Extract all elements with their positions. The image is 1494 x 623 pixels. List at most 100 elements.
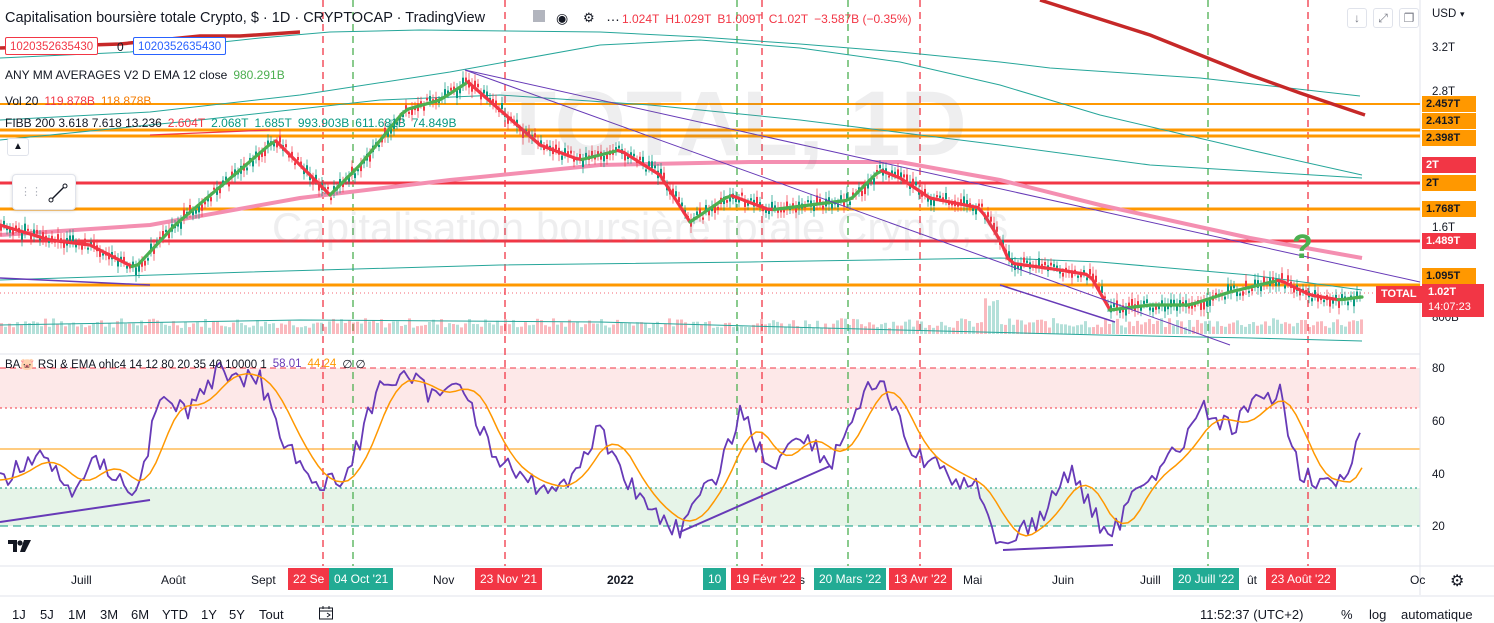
arrow-down-icon[interactable]: ↓ — [1347, 8, 1367, 28]
currency-label[interactable]: USD — [1432, 8, 1457, 20]
candle-body — [699, 208, 701, 216]
range-button[interactable]: YTD — [162, 607, 188, 622]
legend-fibb-v3: 1.685T — [254, 116, 292, 130]
candle-body — [840, 195, 842, 200]
candle-body — [1143, 300, 1145, 304]
restore-icon[interactable]: ❐ — [1399, 8, 1419, 28]
current-price-box: 1.02T 14:07:23 — [1422, 284, 1484, 317]
volume-bar — [1276, 319, 1279, 334]
time-event-pill: 04 Oct '21 — [329, 568, 394, 590]
candle-body — [846, 193, 848, 201]
volume-bar — [876, 327, 879, 334]
volume-bar — [1112, 321, 1115, 334]
candle-body — [975, 208, 977, 215]
axis-settings-icon[interactable]: ⚙ — [1450, 573, 1465, 590]
volume-bar — [848, 324, 851, 334]
volume-bar — [320, 322, 323, 334]
volume-bar — [656, 321, 659, 334]
candle-body — [147, 258, 149, 261]
candle-body — [1227, 284, 1229, 292]
candle-body — [501, 103, 503, 110]
volume-bar — [160, 322, 163, 334]
candle-body — [1023, 257, 1025, 263]
currency-chevron-icon[interactable]: ▾ — [1460, 9, 1465, 19]
volume-bar — [84, 327, 87, 334]
volume-bar — [340, 319, 343, 334]
volume-bar — [1168, 318, 1171, 334]
eye-icon[interactable]: ◉ — [556, 10, 569, 26]
volume-bar — [452, 323, 455, 334]
volume-bar — [188, 327, 191, 334]
candle-body — [267, 140, 269, 148]
volume-bar — [708, 321, 711, 334]
date-range-icon[interactable] — [318, 605, 334, 621]
legend-vol[interactable]: Vol 20 119.878B 118.878B — [5, 94, 151, 108]
range-button[interactable]: 3M — [100, 607, 119, 622]
candle-body — [987, 212, 989, 217]
tradingview-logo[interactable] — [6, 536, 34, 554]
auto-toggle[interactable]: automatique — [1401, 607, 1473, 622]
candle-body — [297, 157, 299, 161]
legend-rsi-value3: ∅ ∅ — [342, 359, 366, 371]
clock-timezone[interactable]: 11:52:37 (UTC+2) — [1200, 607, 1304, 622]
volume-bar — [148, 319, 151, 334]
candle-body — [768, 209, 770, 215]
volume-bar — [796, 325, 799, 334]
candle-body — [183, 209, 185, 218]
range-button[interactable]: Tout — [259, 607, 284, 622]
range-button[interactable]: 5Y — [229, 607, 245, 622]
volume-bar — [632, 325, 635, 334]
range-button[interactable]: 1Y — [201, 607, 217, 622]
legend-rsi[interactable]: BA🐷 RSI & EMA ohlc4 14 12 80 20 35 40 10… — [5, 357, 366, 371]
volume-bar — [124, 323, 127, 334]
volume-bar — [1260, 324, 1263, 334]
candle-body — [1209, 298, 1211, 306]
ohlc-high: H1.029T — [665, 12, 712, 26]
volume-bar — [164, 324, 167, 334]
candle-body — [1137, 301, 1139, 309]
volume-bar — [32, 321, 35, 334]
value-input-left[interactable]: 1020352635430 — [5, 37, 99, 55]
volume-bar — [688, 327, 691, 334]
volume-bar — [1284, 322, 1287, 334]
collapse-icon[interactable] — [533, 10, 545, 22]
legend-mm[interactable]: ANY MM AVERAGES V2 D EMA 12 close 980.29… — [5, 68, 285, 82]
volume-bar — [984, 298, 987, 334]
volume-bar — [1052, 318, 1055, 334]
percent-toggle[interactable]: % — [1341, 607, 1353, 622]
candle-body — [486, 91, 488, 98]
more-icon[interactable]: … — [606, 8, 620, 24]
candle-body — [750, 198, 752, 201]
volume-bar — [1124, 327, 1127, 334]
candle-body — [771, 201, 773, 210]
legend-rsi-label: BA🐷 RSI & EMA ohlc4 14 12 80 20 35 40 10… — [5, 359, 267, 371]
trendline-tool-icon[interactable] — [47, 182, 69, 204]
volume-bar — [1296, 322, 1299, 334]
log-toggle[interactable]: log — [1369, 607, 1387, 622]
volume-bar — [608, 327, 611, 334]
rsi-tick-60: 60 — [1432, 416, 1445, 428]
range-button[interactable]: 6M — [131, 607, 150, 622]
volume-bar — [208, 327, 211, 334]
volume-bar — [512, 319, 515, 334]
candle-body — [606, 153, 608, 160]
drag-handle-icon[interactable]: ⋮⋮ — [20, 186, 42, 198]
candle-body — [0, 225, 2, 231]
volume-bar — [1056, 323, 1059, 334]
collapse-legend-button[interactable]: ▲ — [7, 138, 29, 156]
candle-body — [354, 173, 356, 179]
candle-body — [654, 165, 656, 169]
maximize-icon[interactable]: ⤢ — [1373, 8, 1393, 28]
moving-averages — [0, 0, 1366, 342]
settings-icon[interactable]: ⚙ — [583, 10, 595, 25]
legend-fibb[interactable]: FIBB 200 3.618 7.618 13.236 2.604T 2.068… — [5, 116, 456, 130]
candle-body — [387, 130, 389, 137]
range-button[interactable]: 1J — [12, 607, 26, 622]
value-input-right[interactable]: 1020352635430 — [133, 37, 227, 55]
drawing-toolbar[interactable]: ⋮⋮ — [12, 174, 76, 210]
range-button[interactable]: 5J — [40, 607, 54, 622]
ema-line — [0, 80, 1364, 312]
volume-bar — [252, 325, 255, 334]
range-button[interactable]: 1M — [68, 607, 87, 622]
